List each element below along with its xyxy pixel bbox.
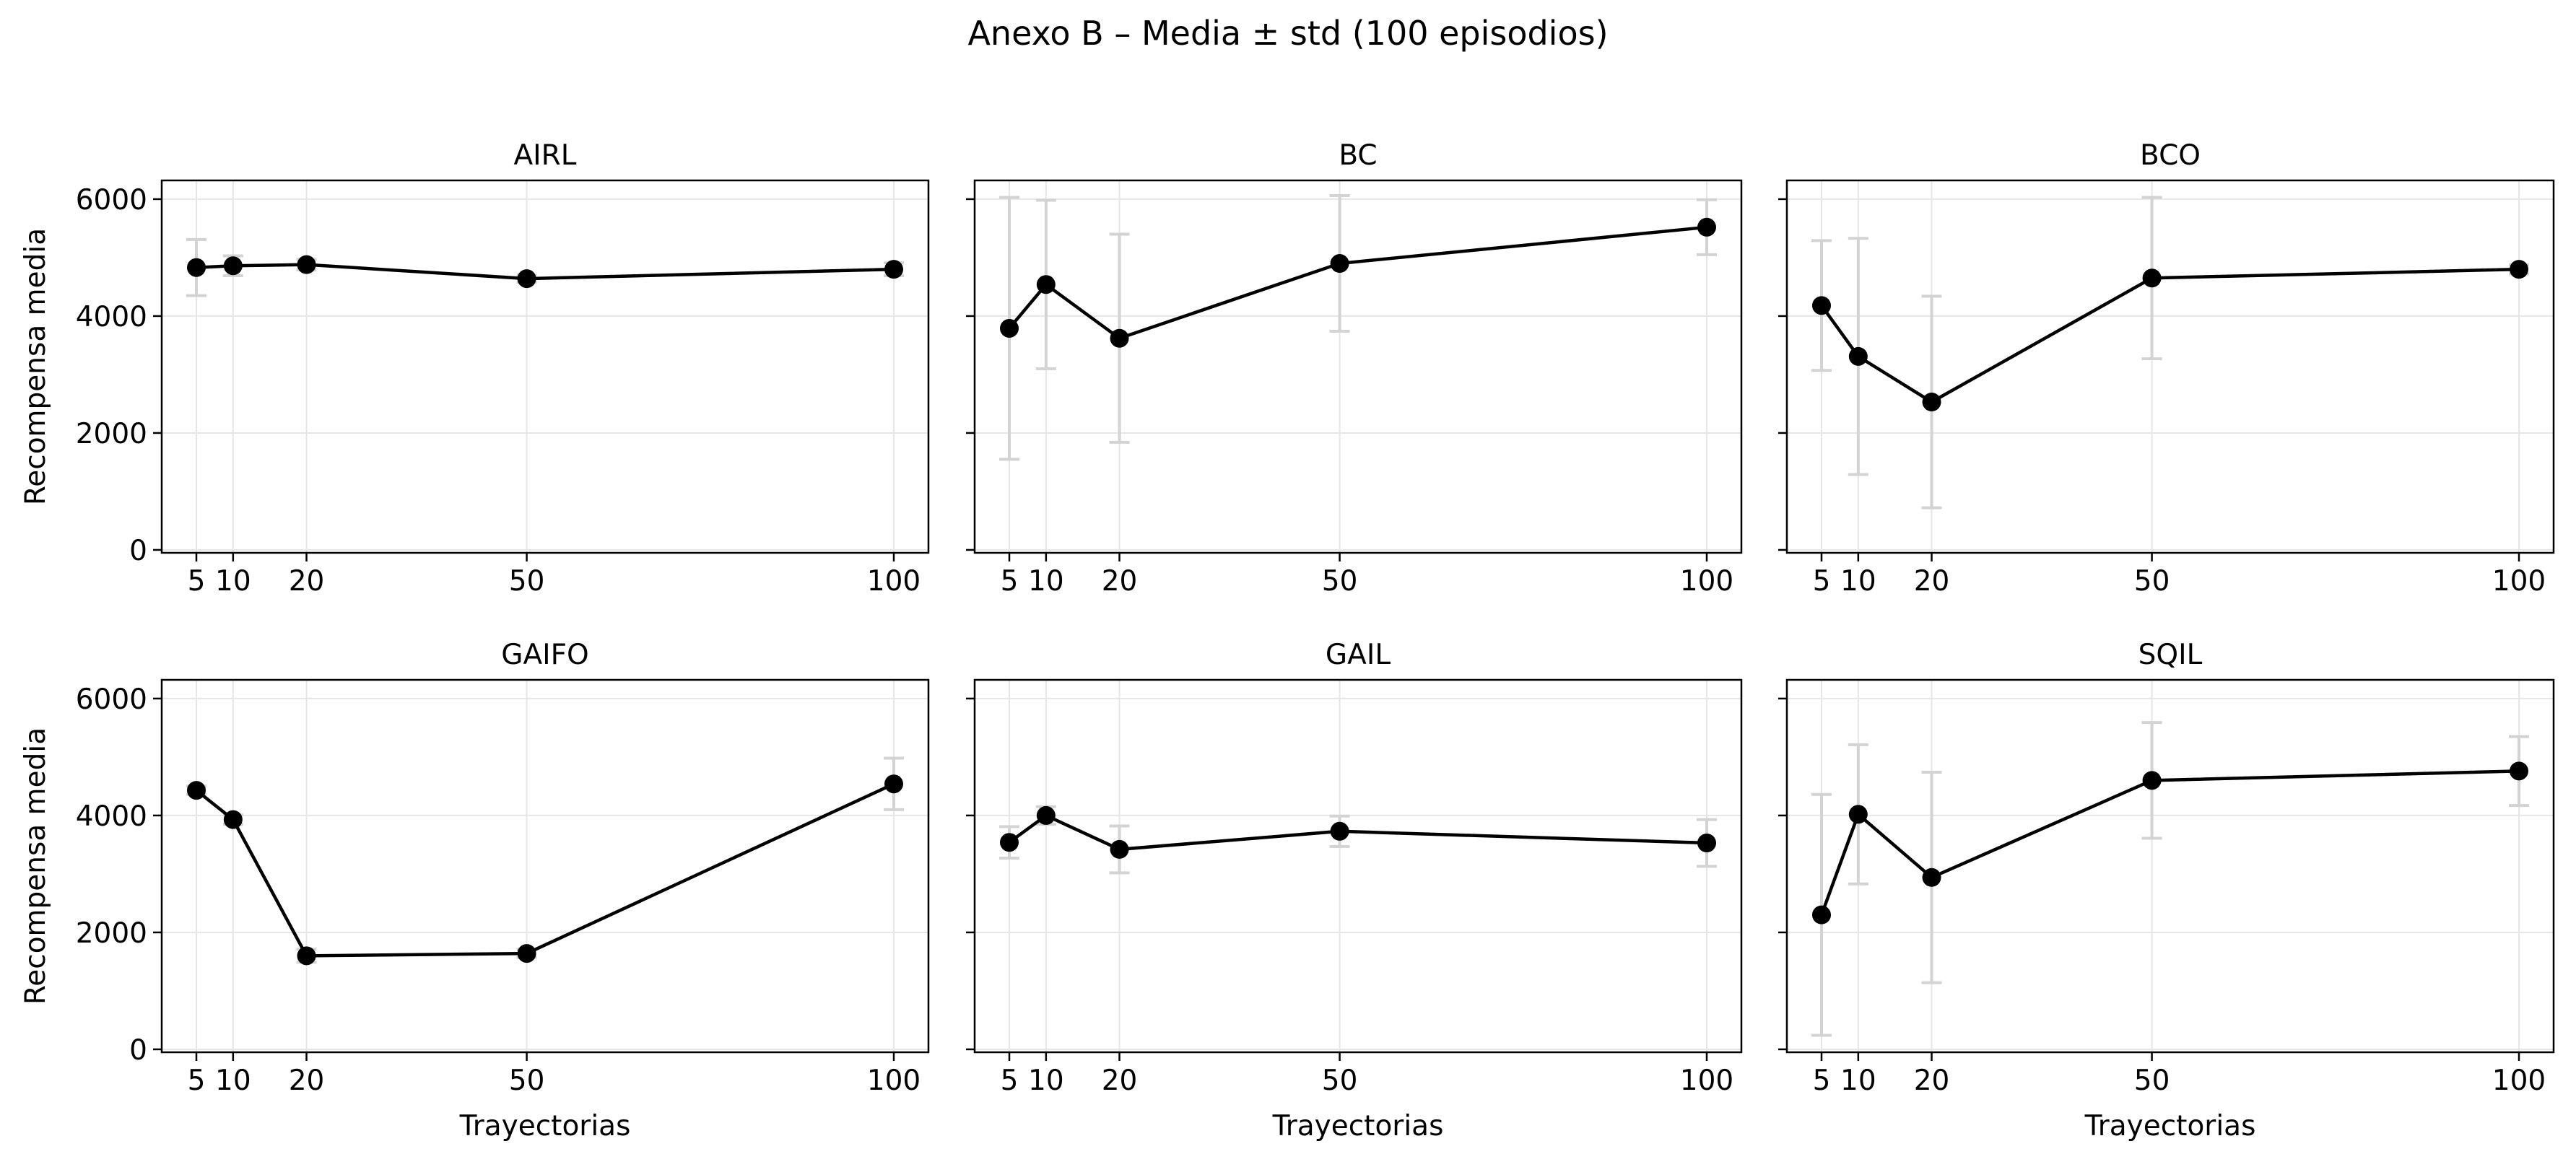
x-tick-label: 20 — [289, 1065, 325, 1097]
subplot-title: GAIFO — [501, 639, 589, 671]
data-point — [223, 810, 243, 829]
data-point — [297, 255, 316, 274]
panel-airl: 0 2000 4000 6000 5 10 20 50 100 AIRL Recompensa me… — [19, 139, 930, 598]
panel-sqil: 5 10 20 50 100 SQIL Trayectorias — [1778, 639, 2555, 1142]
data-point — [1110, 328, 1129, 348]
subplot-title: GAIL — [1326, 639, 1391, 671]
x-tick-label: 10 — [1840, 565, 1876, 598]
data-point — [187, 781, 206, 800]
data-point — [1922, 867, 1941, 887]
x-tick-label: 10 — [1840, 1065, 1876, 1097]
axes-frame — [160, 179, 930, 554]
x-tick-label: 100 — [2492, 565, 2546, 598]
data-point — [1036, 275, 1056, 294]
x-tick-label: 20 — [289, 565, 325, 598]
x-tick-label: 5 — [1001, 1065, 1019, 1097]
x-tick-label: 20 — [1102, 1065, 1138, 1097]
y-tick-label: 4000 — [76, 800, 147, 833]
data-point — [884, 260, 903, 279]
x-tick-label: 5 — [1813, 565, 1831, 598]
x-tick-label: 100 — [867, 565, 921, 598]
x-tick-label: 10 — [1028, 565, 1064, 598]
y-tick-label: 2000 — [76, 917, 147, 950]
x-tick-label: 10 — [215, 565, 251, 598]
x-tick-label: 50 — [1322, 565, 1358, 598]
data-point — [1812, 905, 1831, 925]
x-tick-label: 100 — [2492, 1065, 2546, 1097]
axes-frame — [160, 678, 930, 1054]
y-tick-label: 6000 — [76, 683, 147, 716]
axes-frame — [1785, 179, 2555, 554]
y-tick-label: 6000 — [76, 184, 147, 217]
data-point — [884, 774, 903, 794]
x-tick-label: 5 — [188, 1065, 206, 1097]
y-axis-label: Recompensa media — [19, 727, 52, 1005]
x-tick-label: 100 — [1680, 565, 1733, 598]
subplot-title: BC — [1339, 139, 1377, 172]
x-tick-label: 5 — [188, 565, 206, 598]
x-tick-label: 5 — [1813, 1065, 1831, 1097]
x-tick-label: 50 — [2134, 1065, 2170, 1097]
figure-title: Anexo B – Media ± std (100 episodios) — [967, 14, 1608, 53]
data-point — [2510, 260, 2528, 279]
panel-bco: 5 10 20 50 100 BCO — [1778, 139, 2555, 598]
x-tick-label: 5 — [1001, 565, 1019, 598]
data-point — [1812, 296, 1831, 315]
data-point — [1330, 254, 1349, 274]
x-tick-label: 50 — [2134, 565, 2170, 598]
data-point — [1922, 393, 1941, 412]
axes-frame — [973, 179, 1743, 554]
data-point — [187, 258, 206, 277]
subplot-title: SQIL — [2138, 639, 2203, 671]
x-tick-label: 20 — [1914, 1065, 1950, 1097]
x-tick-label: 100 — [1680, 1065, 1733, 1097]
data-point — [1000, 318, 1019, 338]
x-axis-label: Trayectorias — [1272, 1110, 1444, 1142]
subplot-title: AIRL — [513, 139, 576, 172]
y-tick-label: 4000 — [76, 301, 147, 333]
data-point — [1110, 839, 1129, 859]
data-point — [297, 946, 316, 966]
y-tick-label: 0 — [129, 1034, 147, 1067]
x-axis-label: Trayectorias — [459, 1110, 631, 1142]
x-tick-label: 50 — [509, 1065, 545, 1097]
x-tick-label: 50 — [1322, 1065, 1358, 1097]
panel-gail: 5 10 20 50 100 GAIL Trayectorias — [966, 639, 1743, 1142]
axes-frame — [1785, 678, 2555, 1054]
data-point — [1330, 821, 1349, 841]
data-point — [1848, 346, 1868, 366]
data-point — [1000, 833, 1019, 852]
x-axis-label: Trayectorias — [2084, 1110, 2256, 1142]
panel-gaifo: 0 2000 4000 6000 5 10 20 50 100 GAIFO Recompensa m… — [19, 639, 930, 1142]
axes-frame — [973, 678, 1743, 1054]
x-tick-label: 10 — [1028, 1065, 1064, 1097]
data-point — [517, 944, 536, 963]
y-tick-label: 2000 — [76, 418, 147, 450]
data-point — [1697, 834, 1716, 853]
data-point — [1036, 805, 1056, 825]
x-tick-label: 20 — [1102, 565, 1138, 598]
x-tick-label: 50 — [509, 565, 545, 598]
data-point — [1848, 805, 1868, 824]
data-point — [223, 256, 243, 276]
data-point — [1697, 217, 1716, 237]
data-point — [2142, 268, 2162, 288]
x-tick-label: 100 — [867, 1065, 921, 1097]
y-tick-label: 0 — [129, 535, 147, 567]
data-point — [517, 269, 536, 289]
panel-bc: 5 10 20 50 100 BC — [966, 139, 1743, 598]
x-tick-label: 10 — [215, 1065, 251, 1097]
data-point — [2510, 761, 2528, 781]
data-point — [2142, 771, 2162, 790]
y-axis-label: Recompensa media — [19, 228, 52, 505]
subplot-title: BCO — [2140, 139, 2201, 172]
x-tick-label: 20 — [1914, 565, 1950, 598]
